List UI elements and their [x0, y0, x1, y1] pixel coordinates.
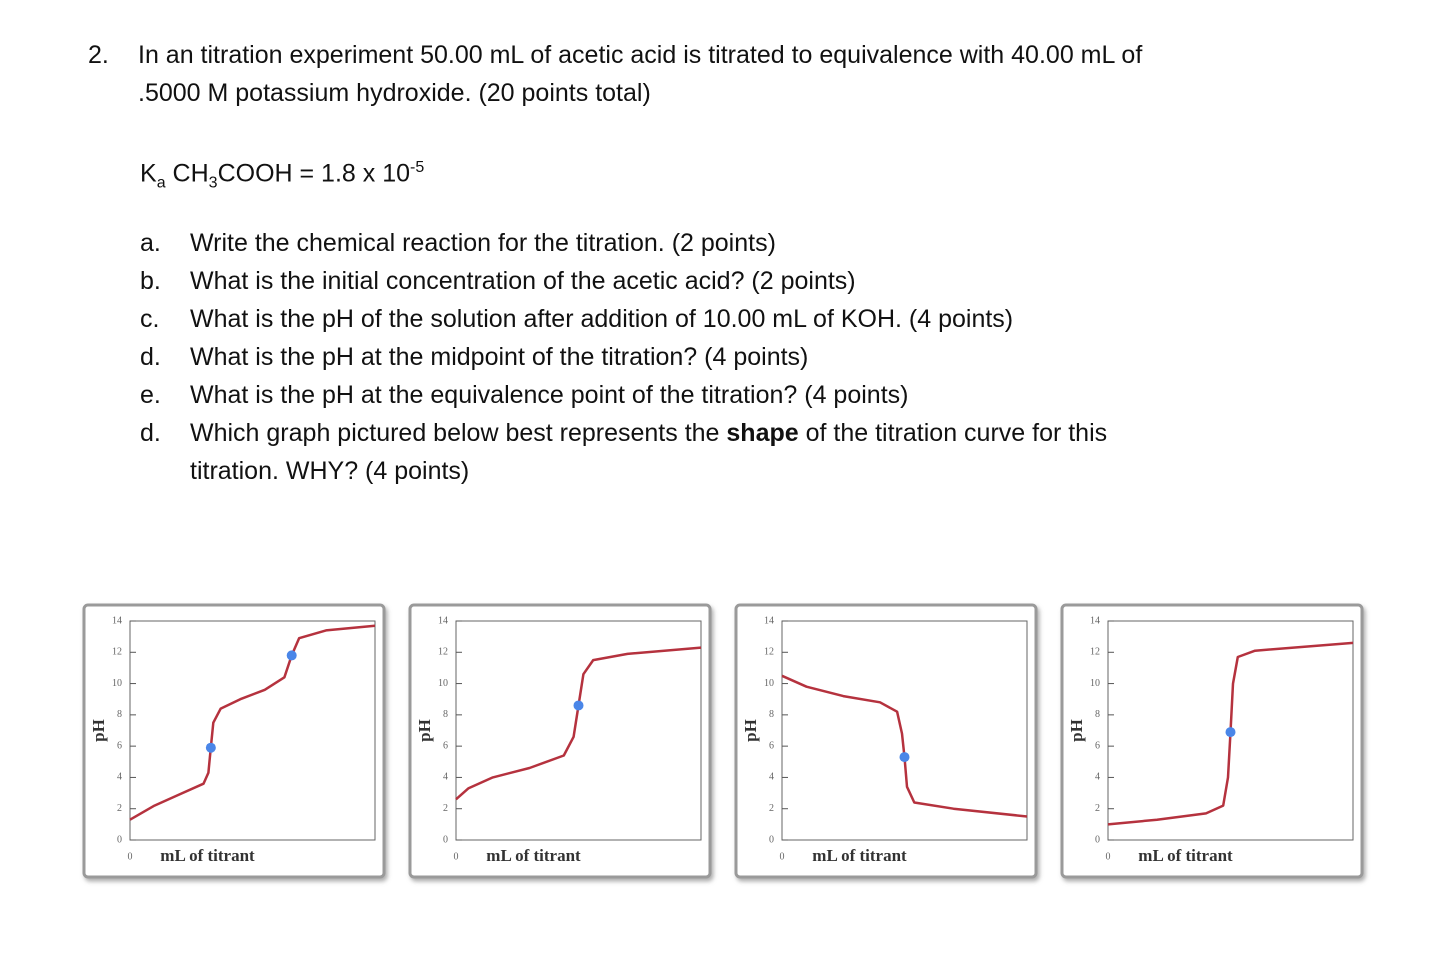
item-text-part: What is the initial concentration of the… [190, 267, 856, 295]
x-axis-label: mL of titrant [1138, 846, 1233, 865]
item-text: Which graph pictured below best represen… [190, 418, 1107, 448]
y-tick-label: 6 [1095, 740, 1100, 751]
item-text: What is the pH of the solution after add… [190, 304, 1013, 334]
chart-frame [408, 603, 712, 879]
chart-frame [1060, 603, 1364, 879]
x-axis-label: mL of titrant [486, 846, 581, 865]
item-text-part: What is the pH of the solution after add… [190, 305, 1014, 333]
x-axis-label: mL of titrant [160, 846, 255, 865]
marker-dot [899, 752, 910, 763]
item-text: What is the pH at the midpoint of the ti… [190, 342, 808, 372]
item-text-part: What is the pH at the midpoint of the ti… [190, 343, 809, 371]
titration-curve [129, 624, 376, 821]
y-tick-label: 2 [117, 803, 122, 814]
item-label: e. [140, 381, 161, 409]
y-tick-label: 10 [438, 678, 448, 689]
y-tick-label: 12 [112, 647, 122, 658]
ka-formula: CH [165, 159, 209, 188]
y-tick-label: 12 [764, 647, 774, 658]
ka-sub: a [156, 174, 166, 192]
ka-formula: COOH = 1.8 x 10 [217, 159, 411, 188]
item-text-part: Which graph pictured below best represen… [190, 419, 727, 447]
y-tick-label: 12 [1090, 647, 1100, 658]
y-tick-label: 14 [764, 615, 774, 626]
item-label: b. [140, 267, 161, 295]
item-label: d. [140, 343, 161, 371]
y-tick-label: 4 [117, 772, 122, 783]
y-tick-label: 6 [117, 740, 122, 751]
x-axis-label: mL of titrant [812, 846, 907, 865]
titration-curve [1107, 641, 1354, 826]
ka-k: K [140, 159, 157, 188]
plot-area [1107, 620, 1354, 841]
marker-dot [573, 700, 584, 711]
y-tick-label: 6 [769, 740, 774, 751]
y-tick-label: 4 [1095, 772, 1100, 783]
titration-curve [781, 674, 1028, 818]
y-tick-label: 0 [1095, 834, 1100, 845]
item-label: d. [140, 419, 161, 447]
item-text-part: of the titration curve for this [798, 419, 1108, 447]
y-axis-label: pH [1067, 719, 1086, 742]
plot-area [455, 620, 702, 841]
x-tick-label: 0 [1106, 851, 1111, 862]
y-tick-label: 14 [1090, 615, 1100, 626]
x-tick-label: 0 [128, 851, 133, 862]
plot-area [781, 620, 1028, 841]
ka-exp: -5 [410, 159, 425, 176]
marker-dot [1225, 727, 1236, 738]
x-tick-label: 0 [780, 851, 785, 862]
item-bold: shape [726, 419, 799, 447]
y-tick-label: 8 [1095, 709, 1100, 720]
marker-dot [205, 742, 216, 753]
y-tick-label: 0 [443, 834, 448, 845]
titration-curve [455, 646, 702, 801]
y-tick-label: 2 [1095, 803, 1100, 814]
y-tick-label: 14 [112, 615, 122, 626]
y-tick-label: 8 [443, 709, 448, 720]
x-tick-label: 0 [454, 851, 459, 862]
y-tick-label: 0 [769, 834, 774, 845]
y-tick-label: 10 [764, 678, 774, 689]
item-label: c. [140, 305, 160, 333]
y-tick-label: 0 [117, 834, 122, 845]
y-axis-label: pH [89, 719, 108, 742]
ka-line: Ka CH3COOH = 1.8 x 10-5 [140, 153, 424, 198]
y-tick-label: 4 [769, 772, 774, 783]
marker-dot [286, 650, 297, 661]
question-number: 2. [88, 41, 109, 69]
item-text-part: Write the chemical reaction for the titr… [190, 229, 776, 257]
y-tick-label: 10 [112, 678, 122, 689]
chart-frame [734, 603, 1038, 879]
y-axis-label: pH [415, 719, 434, 742]
item-text: What is the initial concentration of the… [190, 266, 856, 296]
y-tick-label: 6 [443, 740, 448, 751]
y-tick-label: 12 [438, 647, 448, 658]
y-tick-label: 14 [438, 615, 448, 626]
y-tick-label: 4 [443, 772, 448, 783]
chart-frame [82, 603, 386, 879]
item-text-part: What is the pH at the equivalence point … [190, 381, 909, 409]
plot-area [129, 620, 376, 841]
item-text: What is the pH at the equivalence point … [190, 380, 908, 410]
y-tick-label: 2 [443, 803, 448, 814]
item-label: a. [140, 229, 161, 257]
y-axis-label: pH [741, 719, 760, 742]
question-text: In an titration experiment 50.00 mL of a… [138, 41, 1143, 69]
ka-sub: 3 [208, 174, 218, 192]
y-tick-label: 2 [769, 803, 774, 814]
item-text: Write the chemical reaction for the titr… [190, 228, 776, 258]
y-tick-label: 10 [1090, 678, 1100, 689]
item-text-line2: titration. WHY? (4 points) [190, 457, 470, 485]
y-tick-label: 8 [117, 709, 122, 720]
y-tick-label: 8 [769, 709, 774, 720]
question-text: .5000 M potassium hydroxide. (20 points … [138, 79, 651, 107]
